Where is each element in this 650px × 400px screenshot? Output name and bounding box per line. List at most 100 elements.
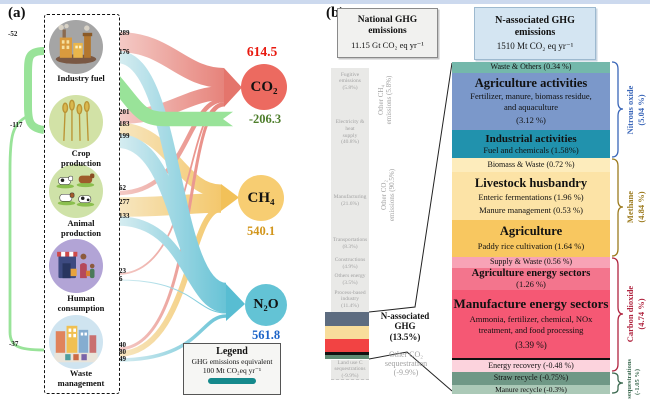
flow-animal-n2o — [117, 216, 227, 313]
ch4-node: CH₄ — [238, 175, 284, 221]
return-value: -117 — [10, 121, 23, 129]
mini-stack-sequestration — [325, 354, 369, 359]
nas-segment-manufacture-energy: Manufacture energy sectors Ammonia, fert… — [452, 290, 610, 358]
n2o-node: N₂O — [245, 284, 287, 326]
mini-stack-methane — [325, 326, 369, 339]
co2-node: CO₂ — [241, 64, 287, 110]
nas-segment-agriculture-energy: Agriculture energy sectors (1.26 %) — [452, 268, 610, 290]
national-segment-transportations: Transportations (8.3%) — [331, 232, 369, 256]
brace-methane — [611, 158, 624, 257]
nas-segment-waste-others: Waste & Others (0.34 %) — [452, 62, 610, 73]
ch4-total: 540.1 — [246, 224, 276, 238]
label-other-ch4: Other CH₄ emissions (5.8%) — [376, 75, 393, 125]
nas-segment-livestock-husbandry: Livestock husbandry Enteric fermentation… — [452, 172, 610, 220]
flow-waste-n2o — [117, 314, 227, 362]
flow-crop-n2o — [117, 134, 228, 306]
n2o-formula: N₂O — [253, 297, 279, 312]
sector-label-industry: Industry fuel — [57, 73, 105, 83]
flow-value: 133 — [119, 212, 130, 220]
nas-segment-industrial-activities: Industrial activities Fuel and chemicals… — [452, 130, 610, 158]
national-segment-others-energy: Others energy (3.5%) — [331, 272, 369, 288]
n2o-arrowhead — [226, 284, 245, 321]
sector-label-crop: Crop production — [61, 148, 101, 168]
industry-fuel-icon — [49, 20, 103, 74]
seq-arrow-notch — [223, 111, 234, 127]
legend-scale-bar — [208, 377, 256, 384]
ch4-arrowhead — [221, 184, 239, 211]
nas-segment-straw-recycle: Straw recycle (-0.75%) — [452, 372, 610, 385]
flow-value: 201 — [119, 108, 130, 116]
bracket-label-nitrous-oxide: Nitrous oxide (5.04 %) — [625, 85, 646, 135]
nas-divider-line — [452, 358, 610, 360]
flow-human-co2 — [117, 102, 225, 275]
national-segment-manufacturing: Manufacturing (21.6%) — [331, 170, 369, 233]
return-value: -52 — [8, 30, 18, 38]
legend-line2: 100 Mt CO₂eq yr⁻¹ — [202, 366, 262, 376]
co2-formula: CO₂ — [250, 78, 278, 95]
nas-segment-energy-recovery: Energy recovery (-0.48 %) — [452, 360, 610, 372]
n2o-total: 561.8 — [251, 328, 281, 342]
national-ghg-header: National GHG emissions 11.15 Gt CO₂ eq y… — [337, 8, 438, 58]
factory-icon — [55, 23, 97, 64]
animal-production-icon — [49, 164, 103, 218]
national-segment-fugitive: Fugitive emissions (5.8%) — [331, 68, 369, 96]
national-ghg-value: 11.15 Gt CO₂ eq yr⁻¹ — [351, 39, 424, 50]
flow-value: 6 — [119, 275, 123, 283]
city-waste-icon — [54, 325, 98, 363]
flow-value: 80 — [119, 348, 126, 356]
label-n-associated-ghg: N-associated GHG (13.5%) — [380, 311, 430, 342]
mini-stack-divider — [325, 352, 369, 355]
flow-value: 49 — [119, 355, 126, 363]
ch4-formula: CH₄ — [247, 189, 275, 206]
label-other-co2-sequestration: Other CO₂ sequestration (-9.9%) — [384, 350, 428, 378]
flow-value: 289 — [119, 29, 130, 37]
label-other-co2: Other CO₂ emissions (90.5%) — [379, 168, 396, 222]
bracket-label-carbon-dioxide: Carbon dioxide (4.74 %) — [625, 285, 646, 343]
connector-top — [368, 62, 453, 313]
n-associated-title: N-associated GHG emissions — [495, 15, 575, 38]
return-value: -37 — [9, 340, 19, 348]
co2-total: 614.5 — [246, 44, 278, 59]
nas-segment-supply-waste: Supply & Waste (0.56 %) — [452, 257, 610, 268]
crop-production-icon — [49, 95, 103, 149]
flow-industry-co2 — [117, 32, 225, 88]
nas-segment-agriculture-activities: Agriculture activities Fertilizer, manur… — [452, 73, 610, 130]
national-segment-process-industry: Process-based industry (11.4%) — [331, 287, 369, 312]
nas-segment-agriculture: Agriculture Paddy rice cultivation (1.64… — [452, 220, 610, 257]
nas-segment-manure-recycle: Manure recycle (-0.3%) — [452, 385, 610, 394]
brace-carbon-dioxide — [611, 257, 624, 372]
human-consumption-icon — [49, 239, 103, 293]
co2-arrowhead — [224, 68, 242, 107]
flow-value: 176 — [119, 48, 130, 56]
sector-label-animal: Animal production — [61, 218, 101, 238]
sector-label-waste: Waste management — [57, 368, 105, 388]
flow-value: 277 — [119, 198, 130, 206]
flow-waste-ch4 — [117, 206, 222, 357]
national-segment-electricity: Electricity & heat supply (40.8%) — [331, 95, 369, 171]
legend: Legend GHG emissions equivalent 100 Mt C… — [183, 343, 281, 395]
flow-value: 183 — [119, 120, 130, 128]
legend-line1: GHG emissions equivalent — [191, 357, 273, 366]
top-border-strip — [0, 0, 650, 4]
flow-value: 40 — [119, 341, 126, 349]
connector-bottom — [368, 351, 453, 392]
national-segment-constructions: Constructions (4.9%) — [331, 255, 369, 273]
waste-management-icon — [49, 315, 103, 369]
flow-crop-co2 — [117, 86, 225, 124]
panel-a-label: (a) — [8, 5, 26, 21]
nas-segment-biomass-waste: Biomass & Waste (0.72 %) — [452, 158, 610, 172]
flow-value: 23 — [119, 267, 126, 275]
sector-label-human: Human consumption — [57, 293, 105, 313]
mini-stack-co2 — [325, 339, 369, 352]
bracket-label-methane: Methane (4.84 %) — [625, 190, 646, 224]
brace-nitrous-oxide — [611, 61, 624, 158]
flow-seq-waste-loop — [8, 114, 45, 352]
flow-seq-left-loop — [24, 47, 45, 134]
sankey-flows — [8, 32, 245, 362]
legend-title: Legend — [216, 346, 248, 357]
shopping-people-icon — [57, 251, 95, 279]
n-associated-header: N-associated GHG emissions 1510 Mt CO₂ e… — [474, 7, 596, 60]
